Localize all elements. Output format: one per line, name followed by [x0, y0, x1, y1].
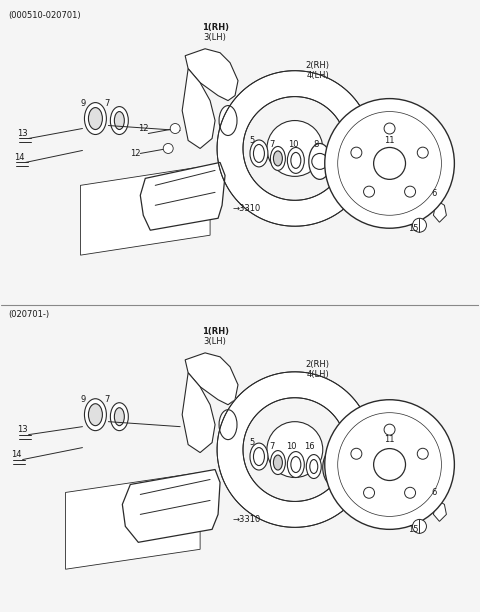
Text: 3(LH): 3(LH) [204, 33, 227, 42]
Polygon shape [140, 162, 225, 230]
Ellipse shape [110, 106, 128, 135]
Text: 7: 7 [269, 442, 275, 451]
Ellipse shape [288, 147, 304, 173]
Circle shape [384, 123, 395, 134]
Text: 5: 5 [249, 136, 254, 145]
Ellipse shape [288, 452, 304, 477]
Circle shape [338, 111, 442, 215]
Text: 11: 11 [384, 435, 395, 444]
Circle shape [405, 487, 416, 498]
Text: 10: 10 [288, 140, 298, 149]
Ellipse shape [306, 455, 321, 479]
Circle shape [351, 147, 362, 158]
Ellipse shape [274, 151, 282, 166]
Text: 9: 9 [81, 99, 86, 108]
Circle shape [417, 448, 428, 459]
Polygon shape [182, 69, 215, 149]
Text: 10: 10 [286, 442, 296, 451]
Circle shape [267, 121, 323, 176]
Ellipse shape [274, 455, 282, 470]
Text: 7: 7 [105, 395, 110, 405]
Text: 4(LH): 4(LH) [306, 70, 329, 80]
Text: 5: 5 [249, 438, 254, 447]
Polygon shape [217, 70, 370, 226]
Text: 13: 13 [17, 425, 28, 434]
Polygon shape [81, 165, 210, 255]
Polygon shape [182, 373, 215, 453]
Text: 14: 14 [14, 153, 25, 162]
Text: 1(RH): 1(RH) [202, 23, 228, 32]
Text: 9: 9 [81, 395, 86, 405]
Text: 14: 14 [12, 450, 22, 459]
Text: →3310: →3310 [232, 204, 260, 213]
Ellipse shape [250, 443, 268, 470]
Circle shape [338, 412, 442, 517]
Text: 15: 15 [408, 525, 419, 534]
Polygon shape [65, 472, 200, 569]
Text: 8: 8 [327, 442, 333, 451]
Polygon shape [185, 49, 238, 100]
Text: (000510-020701): (000510-020701) [9, 11, 81, 20]
Circle shape [326, 460, 342, 476]
Circle shape [163, 143, 173, 154]
Ellipse shape [323, 450, 345, 485]
Circle shape [325, 99, 455, 228]
Text: 12: 12 [130, 149, 141, 158]
Circle shape [351, 448, 362, 459]
Ellipse shape [270, 146, 286, 170]
Text: 11: 11 [384, 136, 395, 145]
Circle shape [267, 422, 323, 477]
Text: 4(LH): 4(LH) [306, 370, 329, 379]
Circle shape [373, 147, 406, 179]
Circle shape [325, 400, 455, 529]
Polygon shape [217, 372, 370, 528]
Text: (020701-): (020701-) [9, 310, 50, 319]
Text: 7: 7 [105, 99, 110, 108]
Text: 6: 6 [432, 189, 437, 198]
Ellipse shape [250, 140, 268, 167]
Text: 3(LH): 3(LH) [204, 337, 227, 346]
Ellipse shape [110, 403, 128, 431]
Ellipse shape [84, 103, 107, 135]
Text: 1(RH): 1(RH) [202, 327, 228, 336]
Text: →3310: →3310 [232, 515, 260, 524]
Text: 16: 16 [304, 442, 315, 451]
Circle shape [405, 186, 416, 197]
Text: 12: 12 [138, 124, 148, 133]
Circle shape [384, 424, 395, 435]
Circle shape [363, 186, 374, 197]
Text: 2(RH): 2(RH) [306, 360, 330, 369]
Polygon shape [433, 499, 446, 521]
Circle shape [312, 154, 328, 170]
Text: 2(RH): 2(RH) [306, 61, 330, 70]
Text: 13: 13 [17, 129, 28, 138]
Circle shape [417, 147, 428, 158]
Ellipse shape [114, 111, 124, 130]
Ellipse shape [114, 408, 124, 426]
Circle shape [363, 487, 374, 498]
Ellipse shape [270, 450, 286, 474]
Ellipse shape [88, 404, 102, 426]
Circle shape [170, 124, 180, 133]
Text: 8: 8 [313, 140, 318, 149]
Text: 6: 6 [432, 488, 437, 497]
Ellipse shape [88, 108, 102, 130]
Circle shape [412, 520, 426, 533]
Text: 7: 7 [269, 140, 275, 149]
Polygon shape [185, 353, 238, 405]
Polygon shape [433, 200, 446, 222]
Text: 15: 15 [408, 224, 419, 233]
Ellipse shape [309, 143, 331, 179]
Polygon shape [122, 469, 220, 542]
Ellipse shape [219, 409, 237, 439]
Ellipse shape [84, 399, 107, 431]
Circle shape [412, 218, 426, 232]
Circle shape [373, 449, 406, 480]
Ellipse shape [219, 106, 237, 135]
